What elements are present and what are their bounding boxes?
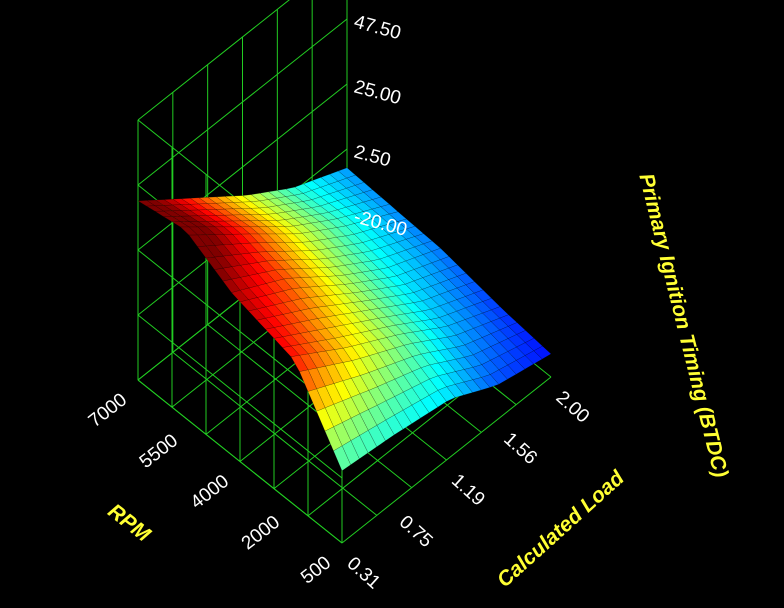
surface-facet bbox=[397, 218, 416, 230]
surface-facet bbox=[533, 345, 552, 360]
surface-facet bbox=[388, 211, 408, 222]
y-tick-label: 500 bbox=[297, 552, 335, 588]
surface-facet bbox=[516, 330, 535, 343]
y-axis-title: RPM bbox=[104, 499, 155, 546]
z-tick-label: 47.50 bbox=[352, 12, 403, 45]
surface-facet bbox=[380, 204, 399, 215]
back-wall-grid-line bbox=[137, 18, 348, 186]
surface-facet bbox=[456, 272, 475, 286]
y-tick-label: 2000 bbox=[238, 512, 284, 555]
z-tick-label: 25.00 bbox=[352, 77, 403, 110]
z-tick-label: 2.50 bbox=[352, 142, 393, 172]
side-wall-grid-line bbox=[137, 379, 343, 544]
x-tick-label: 1.56 bbox=[499, 429, 541, 469]
x-tick-label: 0.31 bbox=[343, 553, 385, 593]
y-tick-label: 4000 bbox=[187, 471, 233, 514]
x-axis-title: Calculated Load bbox=[493, 466, 630, 592]
y-tick-label: 7000 bbox=[85, 389, 131, 432]
surface-facet bbox=[448, 264, 467, 277]
surface-facet bbox=[405, 226, 424, 237]
side-wall-grid-line bbox=[137, 314, 343, 479]
surface-facet bbox=[524, 337, 543, 352]
surface-mesh bbox=[137, 167, 552, 472]
z-axis-title: Primary Ignition Timing (BTDC) bbox=[634, 171, 732, 480]
surface-facet bbox=[499, 314, 518, 327]
y-tick-label: 5500 bbox=[136, 430, 182, 473]
surface-facet bbox=[354, 182, 374, 193]
x-tick-label: 1.19 bbox=[447, 470, 489, 510]
x-tick-label: 0.75 bbox=[395, 512, 437, 552]
x-tick-label: 2.00 bbox=[552, 387, 594, 427]
back-wall-grid-line bbox=[137, 83, 348, 251]
back-wall-grid-line bbox=[137, 0, 290, 121]
